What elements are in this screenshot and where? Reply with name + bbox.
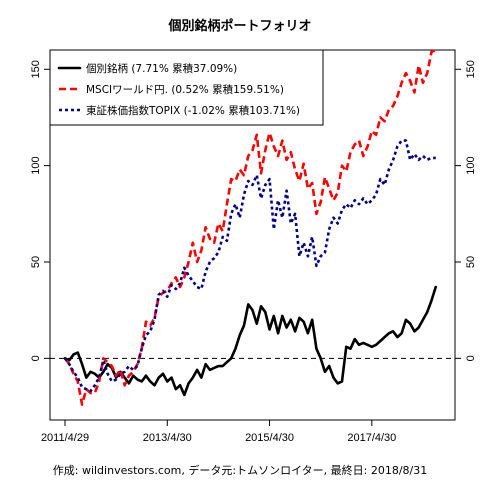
x-tick-label: 2013/4/30 [143,432,192,444]
legend: 個別銘柄 (7.71% 累積37.09%) MSCIワールド円. (0.52% 累… [49,49,324,126]
series-layer [63,48,438,406]
series-line-2 [63,139,436,393]
x-tick-label: 2015/4/30 [245,432,294,444]
x-tick-label: 2017/4/30 [347,432,396,444]
x-tick-label: 2011/4/29 [41,432,89,444]
legend-label-2: 東証株価指数TOPIX (-1.02% 累積103.71%) [86,104,300,117]
chart-title: 個別銘柄ポートフォリオ [167,18,311,34]
y-tick-label-left: 50 [30,256,42,268]
y-tick-label-right: 150 [465,60,477,78]
series-line-1 [63,48,437,406]
legend-items: 個別銘柄 (7.71% 累積37.09%) MSCIワールド円. (0.52% 累… [57,62,300,117]
x-axis: 2011/4/29 2013/4/30 2015/4/30 2017/4/30 [41,420,396,444]
y-tick-label-left: 0 [30,355,42,361]
y-tick-label-right: 100 [465,156,477,174]
y-axis-left: 0 50 100 150 [30,60,51,361]
legend-label-1: MSCIワールド円. (0.52% 累積159.51%) [86,83,284,96]
y-tick-label-left: 100 [30,156,42,174]
y-tick-label-right: 0 [465,355,477,361]
y-tick-label-left: 150 [30,60,42,78]
legend-label-0: 個別銘柄 (7.71% 累積37.09%) [86,62,237,75]
chart-caption: 作成: wildinvestors.com, データ元:トムソンロイター, 最終… [53,463,427,477]
y-tick-label-right: 50 [465,256,477,268]
series-line-0 [63,285,438,397]
legend-box [49,49,324,126]
y-axis-right: 0 50 100 150 [454,60,477,361]
